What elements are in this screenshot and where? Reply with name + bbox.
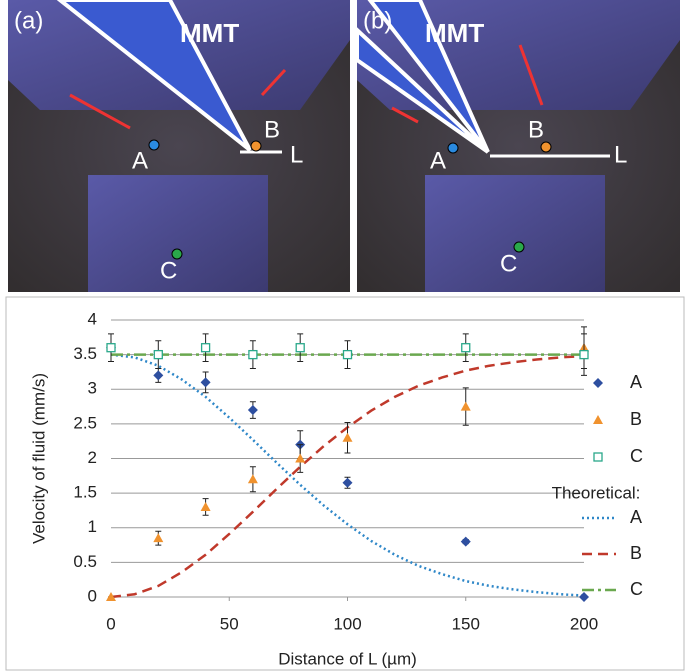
y-tick-label: 1 — [88, 517, 97, 536]
data-point — [579, 592, 589, 602]
y-tick-label: 2 — [88, 448, 97, 467]
legend-label: A — [630, 372, 642, 392]
point-a — [148, 139, 160, 151]
y-tick-label: 1.5 — [73, 483, 97, 502]
legend-label: B — [630, 409, 642, 429]
data-point — [153, 533, 164, 543]
data-point — [342, 432, 353, 442]
data-point — [461, 343, 471, 353]
data-point — [153, 349, 163, 360]
point-label: B — [264, 116, 280, 143]
arrow — [69, 93, 131, 130]
data-point — [200, 377, 211, 388]
y-tick-label: 2.5 — [73, 413, 97, 432]
point-label: C — [160, 257, 177, 284]
x-tick-label: 150 — [452, 614, 480, 633]
point-label: B — [528, 116, 544, 143]
length-label: L — [290, 141, 303, 168]
y-axis-label: Velocity of fluid (mm/s) — [29, 373, 48, 544]
point-b — [540, 141, 552, 153]
point-label: A — [430, 147, 446, 174]
legend-label: C — [630, 579, 643, 599]
legend-label: B — [630, 543, 642, 563]
legend-marker — [593, 378, 603, 388]
point-label: C — [500, 250, 517, 277]
data-point — [200, 501, 211, 511]
data-point — [342, 349, 353, 360]
y-tick-label: 4 — [88, 309, 97, 328]
x-tick-label: 200 — [570, 614, 598, 633]
arrow — [391, 106, 419, 124]
panel-tag: (a) — [14, 7, 43, 34]
panel-tag: (b) — [363, 7, 392, 34]
channel — [88, 175, 268, 292]
arrow — [518, 44, 544, 106]
needle — [355, 25, 490, 154]
tool-label: MMT — [180, 18, 239, 48]
data-point — [247, 474, 258, 484]
legend-heading: Theoretical: — [552, 483, 641, 502]
point-a — [447, 142, 459, 154]
data-point — [248, 349, 258, 360]
point-b — [250, 140, 262, 152]
y-tick-label: 0 — [88, 586, 97, 605]
channel — [425, 175, 605, 292]
data-point — [342, 477, 353, 488]
panel-a: (a) MMT A B C L — [8, 0, 350, 292]
data-point — [106, 343, 116, 353]
y-tick-label: 3.5 — [73, 344, 97, 363]
x-tick-label: 100 — [333, 614, 361, 633]
data-point — [295, 453, 306, 463]
point-c — [171, 248, 183, 260]
legend-label: C — [630, 446, 643, 466]
point-c — [513, 241, 525, 253]
length-label: L — [614, 141, 627, 168]
chart: 0 0.5 1 1.5 2 2.5 3 3.5 4 0 50 100 150 200 Distance of… — [29, 309, 643, 668]
legend-label: A — [630, 507, 642, 527]
theory-line — [110, 353, 585, 597]
needle — [367, 0, 490, 154]
x-tick-label: 0 — [106, 614, 115, 633]
legend-marker — [593, 415, 603, 424]
data-point — [247, 405, 258, 416]
legend-marker — [593, 452, 603, 462]
y-tick-label: 0.5 — [73, 552, 97, 571]
x-tick-label: 50 — [220, 614, 239, 633]
tool-label: MMT — [425, 18, 484, 48]
y-tick-label: 3 — [88, 379, 97, 398]
data-point — [106, 592, 116, 601]
arrow — [260, 68, 287, 97]
x-axis-label: Distance of L (µm) — [278, 649, 417, 668]
data-point — [200, 343, 211, 353]
point-label: A — [132, 147, 148, 174]
needle — [56, 0, 252, 152]
data-point — [460, 536, 471, 547]
data-point — [460, 401, 471, 411]
data-point — [295, 343, 305, 353]
data-point — [579, 349, 589, 360]
panel-b: (b) MMT A B C L — [355, 0, 680, 292]
data-point — [153, 370, 164, 381]
